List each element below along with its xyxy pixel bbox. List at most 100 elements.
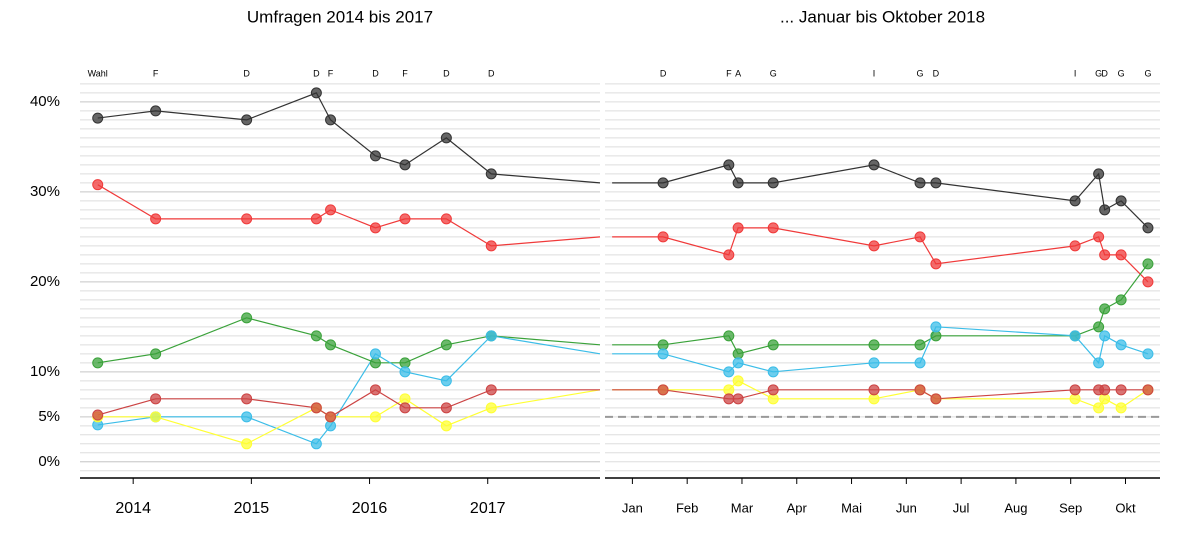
poll-label: D bbox=[243, 68, 250, 78]
poll-point bbox=[241, 411, 253, 423]
y-tick-label: 40% bbox=[30, 93, 60, 110]
poll-point bbox=[92, 357, 104, 369]
poll-point bbox=[930, 177, 942, 189]
poll-label: D bbox=[933, 68, 940, 78]
poll-label: D bbox=[372, 68, 379, 78]
poll-point bbox=[732, 393, 744, 405]
poll-point bbox=[732, 177, 744, 189]
poll-point bbox=[723, 249, 735, 261]
series-line bbox=[97, 317, 601, 364]
poll-point bbox=[657, 231, 669, 243]
x-tick-label: Feb bbox=[676, 500, 698, 515]
poll-label: Wahl bbox=[88, 68, 108, 78]
poll-point bbox=[914, 357, 926, 369]
poll-point bbox=[310, 438, 322, 450]
poll-point bbox=[767, 177, 779, 189]
poll-label: D bbox=[1101, 68, 1108, 78]
poll-label: G bbox=[1144, 68, 1151, 78]
poll-point bbox=[399, 213, 411, 225]
y-tick-label: 10% bbox=[30, 363, 60, 380]
poll-label: G bbox=[1095, 68, 1102, 78]
series-line bbox=[97, 389, 600, 418]
x-tick-label: Mar bbox=[731, 500, 754, 515]
poll-point bbox=[150, 213, 162, 225]
poll-point bbox=[1069, 384, 1081, 396]
poll-point bbox=[767, 366, 779, 378]
poll-point bbox=[930, 393, 942, 405]
poll-point bbox=[868, 339, 880, 351]
poll-point bbox=[914, 384, 926, 396]
poll-point bbox=[1069, 240, 1081, 252]
poll-label: D bbox=[660, 68, 667, 78]
poll-point bbox=[325, 204, 337, 216]
series-line bbox=[97, 92, 601, 184]
poll-point bbox=[723, 330, 735, 342]
poll-point bbox=[914, 231, 926, 243]
poll-point bbox=[1093, 168, 1105, 180]
poll-point bbox=[369, 411, 381, 423]
poll-point bbox=[1093, 402, 1105, 414]
poll-point bbox=[325, 411, 337, 423]
y-tick-label: 30% bbox=[30, 183, 60, 200]
poll-point bbox=[241, 312, 253, 324]
x-tick-label: 2015 bbox=[234, 500, 270, 517]
poll-point bbox=[1115, 384, 1127, 396]
poll-point bbox=[1142, 276, 1154, 288]
poll-point bbox=[369, 348, 381, 360]
poll-point bbox=[868, 384, 880, 396]
poll-label: F bbox=[328, 68, 334, 78]
poll-point bbox=[1115, 195, 1127, 207]
series-line bbox=[97, 184, 601, 247]
poll-point bbox=[241, 438, 253, 450]
poll-point bbox=[723, 159, 735, 171]
poll-point bbox=[868, 159, 880, 171]
poll-point bbox=[914, 339, 926, 351]
poll-point bbox=[657, 384, 669, 396]
poll-point bbox=[732, 357, 744, 369]
poll-point bbox=[657, 348, 669, 360]
poll-label: G bbox=[1118, 68, 1125, 78]
poll-point bbox=[485, 384, 497, 396]
poll-point bbox=[732, 222, 744, 234]
poll-point bbox=[150, 411, 162, 423]
poll-point bbox=[369, 150, 381, 162]
poll-label: I bbox=[873, 68, 876, 78]
poll-point bbox=[399, 159, 411, 171]
poll-point bbox=[930, 258, 942, 270]
panel-title: ... Januar bis Oktober 2018 bbox=[780, 7, 985, 26]
y-tick-label: 5% bbox=[38, 408, 60, 425]
poll-point bbox=[723, 366, 735, 378]
poll-point bbox=[1099, 249, 1111, 261]
poll-point bbox=[485, 240, 497, 252]
poll-point bbox=[325, 339, 337, 351]
poll-point bbox=[868, 240, 880, 252]
poll-point bbox=[485, 402, 497, 414]
series-line bbox=[97, 389, 601, 445]
y-tick-label: 0% bbox=[38, 453, 60, 470]
x-tick-label: 2016 bbox=[352, 500, 388, 517]
poll-point bbox=[1142, 222, 1154, 234]
poll-point bbox=[1142, 384, 1154, 396]
poll-point bbox=[310, 213, 322, 225]
poll-label: D bbox=[488, 68, 495, 78]
poll-point bbox=[1115, 339, 1127, 351]
x-tick-label: Okt bbox=[1115, 500, 1136, 515]
poll-point bbox=[1115, 402, 1127, 414]
poll-point bbox=[399, 366, 411, 378]
poll-point bbox=[914, 177, 926, 189]
x-tick-label: 2014 bbox=[115, 500, 151, 517]
poll-point bbox=[241, 213, 253, 225]
poll-point bbox=[440, 375, 452, 387]
x-tick-label: Apr bbox=[787, 500, 808, 515]
y-tick-label: 20% bbox=[30, 273, 60, 290]
x-tick-label: Jan bbox=[622, 500, 643, 515]
poll-label: G bbox=[770, 68, 777, 78]
poll-point bbox=[369, 384, 381, 396]
poll-point bbox=[1115, 249, 1127, 261]
poll-point bbox=[310, 402, 322, 414]
poll-point bbox=[440, 213, 452, 225]
poll-point bbox=[657, 177, 669, 189]
poll-point bbox=[1093, 321, 1105, 333]
